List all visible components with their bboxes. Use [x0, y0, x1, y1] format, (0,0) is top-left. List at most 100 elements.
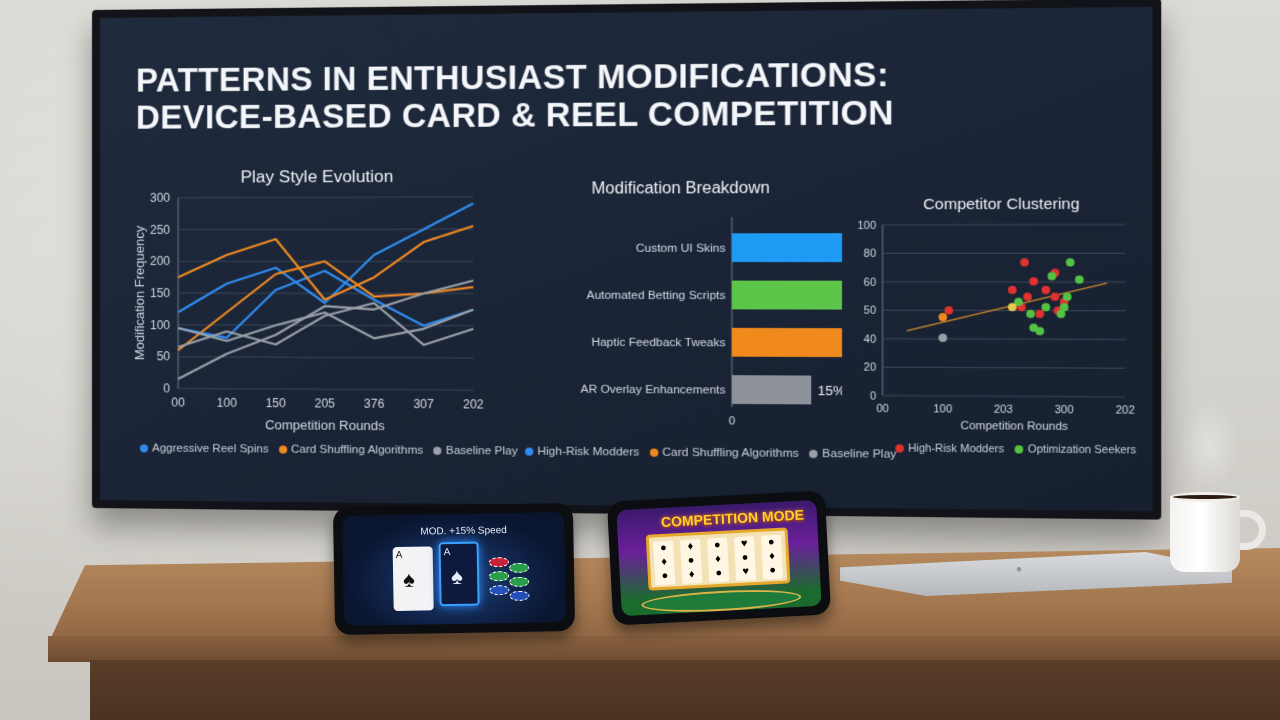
legend-item: Card Shuffling Algorithms — [279, 443, 423, 456]
y-tick-label: 200 — [150, 254, 170, 268]
legend-item: Baseline Play — [433, 445, 517, 458]
legend-item: Aggressive Reel Spins — [140, 442, 269, 455]
chip-green-icon — [509, 577, 529, 587]
legend-label: Optimization Seekers — [1028, 443, 1136, 456]
chip-red-icon — [489, 557, 509, 567]
bar-category-label: Haptic Feedback Tweaks — [591, 337, 725, 350]
line-panel-title: Play Style Evolution — [241, 167, 394, 188]
ace-of-spades-card: A ♠ — [393, 546, 434, 611]
competition-mode-banner: COMPETITION MODE — [661, 507, 805, 530]
wall-tv: PATTERNS IN ENTHUSIAST MODIFICATIONS: DE… — [92, 0, 1161, 520]
bar — [732, 281, 842, 310]
card-table-felt — [641, 587, 802, 615]
bar-category-label: Custom UI Skins — [636, 243, 726, 255]
mug-steam — [1180, 400, 1240, 490]
chip-blue-icon — [509, 591, 529, 601]
x-tick-label: 376 — [364, 397, 385, 411]
x-tick-label: 00 — [876, 404, 889, 415]
phone-slot-game: COMPETITION MODE ● ♦ ● ♦ ● ♦ ● ♦ ● ♥ ● ♥ ● ♦ ● — [607, 490, 831, 625]
x-tick-label: 202 — [1116, 405, 1135, 417]
slot-reel: ♦ ● ♦ — [680, 539, 702, 584]
scatter-point — [939, 334, 948, 342]
legend-dot-icon — [895, 445, 904, 453]
y-tick-label: 60 — [864, 278, 877, 289]
chip-green-icon — [509, 563, 529, 573]
apple-logo-icon: ● — [1016, 564, 1022, 575]
phone-slot-screen: COMPETITION MODE ● ♦ ● ♦ ● ♦ ● ♦ ● ♥ ● ♥ ● ♦ ● — [616, 500, 821, 616]
legend-dot-icon — [650, 448, 658, 456]
phone-card-game: MOD. +15% Speed A ♠ A ♠ — [333, 503, 575, 635]
scatter-point — [1042, 303, 1051, 311]
scatter-point — [1051, 293, 1060, 301]
mug-rim — [1170, 492, 1240, 502]
scatter-point — [945, 306, 954, 314]
bar-category-label: AR Overlay Enhancements — [581, 384, 726, 397]
scatter-point — [1035, 310, 1044, 318]
x-tick-label: 205 — [315, 396, 336, 410]
legend-dot-icon — [525, 447, 533, 455]
x-tick-label: 202 — [463, 397, 484, 411]
series-line — [178, 280, 473, 380]
slot-reel: ♥ ● ♥ — [734, 536, 756, 581]
legend-dot-icon — [1015, 445, 1024, 453]
glowing-ace-card: A ♠ — [439, 542, 480, 607]
legend-dot-icon — [140, 444, 148, 452]
line-legend: Aggressive Reel Spins Card Shuffling Algo… — [140, 442, 528, 457]
bar — [732, 328, 842, 357]
scatter-point — [1008, 303, 1017, 311]
bar-value-label: 15% — [818, 383, 842, 399]
legend-dot-icon — [279, 445, 287, 453]
legend-label: High-Risk Modders — [908, 442, 1004, 455]
gridline — [883, 339, 1126, 340]
legend-label: Aggressive Reel Spins — [152, 442, 269, 455]
y-tick-label: 100 — [857, 221, 876, 232]
y-tick-label: 80 — [864, 249, 877, 260]
coffee-mug — [1170, 496, 1240, 572]
y-tick-label: 100 — [150, 318, 170, 332]
legend-dot-icon — [809, 450, 817, 458]
x-tick-label: 307 — [413, 397, 434, 411]
scatter-legend: High-Risk Modders Optimization Seekers — [895, 442, 1147, 457]
slot-reel: ● ♦ ● — [653, 540, 675, 585]
scatter-point — [939, 313, 948, 321]
slot-reels: ● ♦ ● ♦ ● ♦ ● ♦ ● ♥ ● ♥ ● ♦ ● — [646, 527, 791, 590]
x-tick-label: 203 — [994, 405, 1013, 417]
scatter-point — [1029, 277, 1038, 285]
dashboard-title: PATTERNS IN ENTHUSIAST MODIFICATIONS: DE… — [136, 55, 923, 136]
bar — [732, 233, 842, 262]
scatter-point — [1042, 286, 1051, 294]
slot-reel: ● ♦ ● — [707, 538, 729, 583]
gridline — [178, 197, 473, 198]
scatter-chart: 100 80 60 50 40 20 000 100 203 300 202 Competition … — [848, 214, 1139, 434]
chip-blue-icon — [489, 585, 509, 595]
y-tick-label: 20 — [864, 363, 877, 374]
line-chart: 300 250 200 150 100 50 000 100 150 205 376 307 202 Co… — [130, 187, 486, 441]
gridline — [883, 310, 1126, 311]
slot-reel: ● ♦ ● — [761, 535, 783, 580]
title-line-2: DEVICE-BASED CARD & REEL COMPETITION — [136, 93, 923, 136]
scatter-point — [1023, 293, 1032, 301]
y-tick-label: 300 — [150, 191, 170, 205]
y-tick-label: 0 — [870, 391, 876, 402]
scatter-point — [1035, 327, 1044, 335]
mod-speed-label: MOD. +15% Speed — [420, 525, 507, 538]
x-tick-label: 100 — [933, 404, 952, 416]
gridline — [883, 367, 1126, 368]
legend-label: Card Shuffling Algorithms — [662, 447, 799, 460]
y-tick-label: 250 — [150, 223, 170, 237]
phone-card-screen: MOD. +15% Speed A ♠ A ♠ — [342, 512, 566, 626]
bar-legend: High-Risk Modders Card Shuffling Algorith… — [525, 445, 907, 460]
legend-item: Card Shuffling Algorithms — [650, 446, 799, 460]
scatter-point — [1060, 303, 1069, 311]
gridline — [178, 388, 473, 390]
legend-label: Baseline Play — [446, 445, 518, 458]
gridline — [883, 396, 1126, 397]
y-tick-label: 0 — [163, 381, 170, 395]
scatter-point — [1026, 310, 1035, 318]
trend-line — [907, 283, 1107, 331]
legend-item: Optimization Seekers — [1015, 443, 1136, 456]
y-tick-label: 50 — [157, 350, 171, 364]
chip-green-icon — [489, 571, 509, 581]
title-line-1: PATTERNS IN ENTHUSIAST MODIFICATIONS: — [136, 55, 923, 99]
scatter-point — [1066, 258, 1075, 266]
